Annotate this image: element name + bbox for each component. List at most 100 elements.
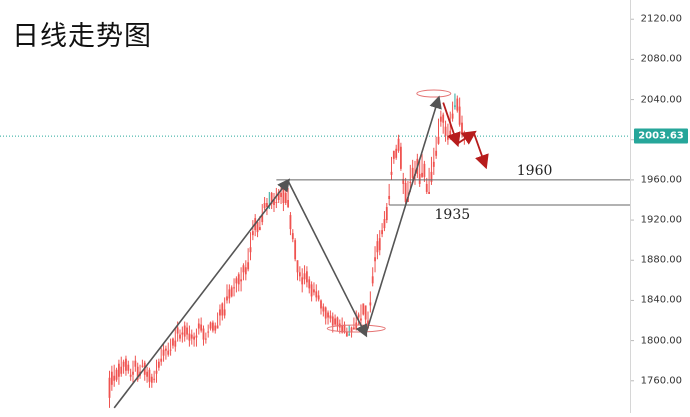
candle-body bbox=[228, 289, 231, 299]
candle-body bbox=[392, 150, 395, 159]
candle-body bbox=[221, 303, 224, 316]
candle-body bbox=[157, 361, 160, 368]
candle-body bbox=[172, 338, 174, 346]
candle-body bbox=[432, 161, 435, 167]
candle-body bbox=[381, 230, 383, 235]
candle-body bbox=[437, 136, 440, 144]
candle-body bbox=[202, 328, 205, 340]
candle-body bbox=[404, 182, 407, 203]
candle-body bbox=[207, 331, 210, 333]
candle-body bbox=[327, 312, 329, 318]
candle-body bbox=[118, 363, 120, 377]
candle-body bbox=[289, 215, 292, 230]
candle-body bbox=[430, 171, 433, 182]
candle-body bbox=[449, 130, 452, 138]
candle-body bbox=[195, 335, 198, 338]
candle-body bbox=[193, 336, 195, 340]
candle-body bbox=[113, 375, 116, 381]
candle-body bbox=[313, 289, 315, 293]
candle-body bbox=[390, 171, 393, 175]
candle-body bbox=[266, 203, 268, 208]
candle-body bbox=[136, 366, 139, 380]
highlight-ellipse-top bbox=[416, 89, 452, 98]
candle-body bbox=[165, 348, 167, 351]
candle-body bbox=[402, 178, 405, 184]
candle-body bbox=[336, 317, 339, 327]
candle-body bbox=[162, 349, 165, 356]
candle-body bbox=[247, 262, 250, 270]
candle-body bbox=[444, 126, 447, 136]
candle-body bbox=[212, 322, 214, 331]
candle-body bbox=[376, 241, 379, 253]
candle-body bbox=[148, 369, 151, 382]
candle-body bbox=[216, 325, 219, 329]
candle-body bbox=[282, 186, 285, 204]
candle-body bbox=[296, 260, 299, 273]
candle-body bbox=[197, 323, 200, 329]
price-tick-label: 1960.00 bbox=[640, 174, 682, 186]
candle-body bbox=[317, 295, 320, 300]
candle-body bbox=[378, 238, 381, 251]
price-tick-label: 1760.00 bbox=[640, 375, 682, 387]
candle-body bbox=[240, 279, 242, 282]
candle-body bbox=[122, 361, 125, 367]
candle-body bbox=[397, 138, 400, 151]
candle-body bbox=[256, 222, 259, 233]
candle-body bbox=[176, 327, 179, 334]
candle-body bbox=[244, 267, 247, 275]
candle-body bbox=[364, 305, 367, 320]
candle-body bbox=[334, 318, 336, 325]
candle-body bbox=[141, 365, 144, 367]
candle-body bbox=[226, 296, 228, 301]
candle-body bbox=[277, 191, 280, 200]
price-tick-label: 2120.00 bbox=[640, 13, 682, 25]
candle-body bbox=[223, 309, 226, 316]
candle-body bbox=[355, 322, 358, 330]
current-price-tag: 2003.63 bbox=[634, 128, 688, 144]
price-tick-label: 2080.00 bbox=[640, 53, 682, 65]
candle-body bbox=[383, 219, 386, 229]
trend-arrow bbox=[364, 95, 442, 335]
candle-body bbox=[353, 327, 355, 330]
candle-body bbox=[174, 340, 177, 347]
candle-body bbox=[435, 150, 438, 156]
candle-body bbox=[423, 163, 426, 177]
candle-body bbox=[357, 314, 360, 318]
candle-body bbox=[324, 307, 327, 319]
candle-body bbox=[454, 105, 456, 107]
candle-body bbox=[418, 173, 421, 184]
candle-body bbox=[362, 303, 365, 315]
candle-body bbox=[204, 338, 207, 340]
candle-body bbox=[179, 334, 181, 339]
candle-body bbox=[385, 207, 388, 221]
candle-body bbox=[129, 374, 132, 377]
candle-body bbox=[167, 350, 170, 355]
candle-body bbox=[350, 327, 353, 332]
candle-body bbox=[183, 325, 186, 337]
candle-body bbox=[294, 240, 297, 260]
candle-body bbox=[442, 114, 445, 123]
candle-body bbox=[451, 113, 454, 119]
candle-body bbox=[409, 181, 412, 183]
candle-body bbox=[322, 306, 325, 312]
forecast-arrow bbox=[456, 130, 477, 145]
candle-body bbox=[421, 172, 423, 177]
candle-body bbox=[150, 376, 153, 383]
candle-body bbox=[395, 148, 398, 158]
candle-body bbox=[308, 279, 311, 289]
candle-body bbox=[127, 364, 130, 371]
candle-body bbox=[303, 273, 306, 280]
candle-body bbox=[214, 325, 217, 331]
candle-body bbox=[249, 247, 252, 253]
trend-arrow bbox=[287, 180, 368, 338]
candle-body bbox=[115, 369, 118, 380]
forecast-arrow bbox=[472, 132, 489, 170]
candle-body bbox=[146, 371, 148, 377]
candle-body bbox=[190, 334, 193, 339]
candle-body bbox=[374, 257, 376, 262]
candle-body bbox=[275, 202, 278, 204]
candle-body bbox=[273, 199, 275, 206]
price-tick-label: 2040.00 bbox=[640, 94, 682, 106]
candle-body bbox=[188, 333, 191, 341]
